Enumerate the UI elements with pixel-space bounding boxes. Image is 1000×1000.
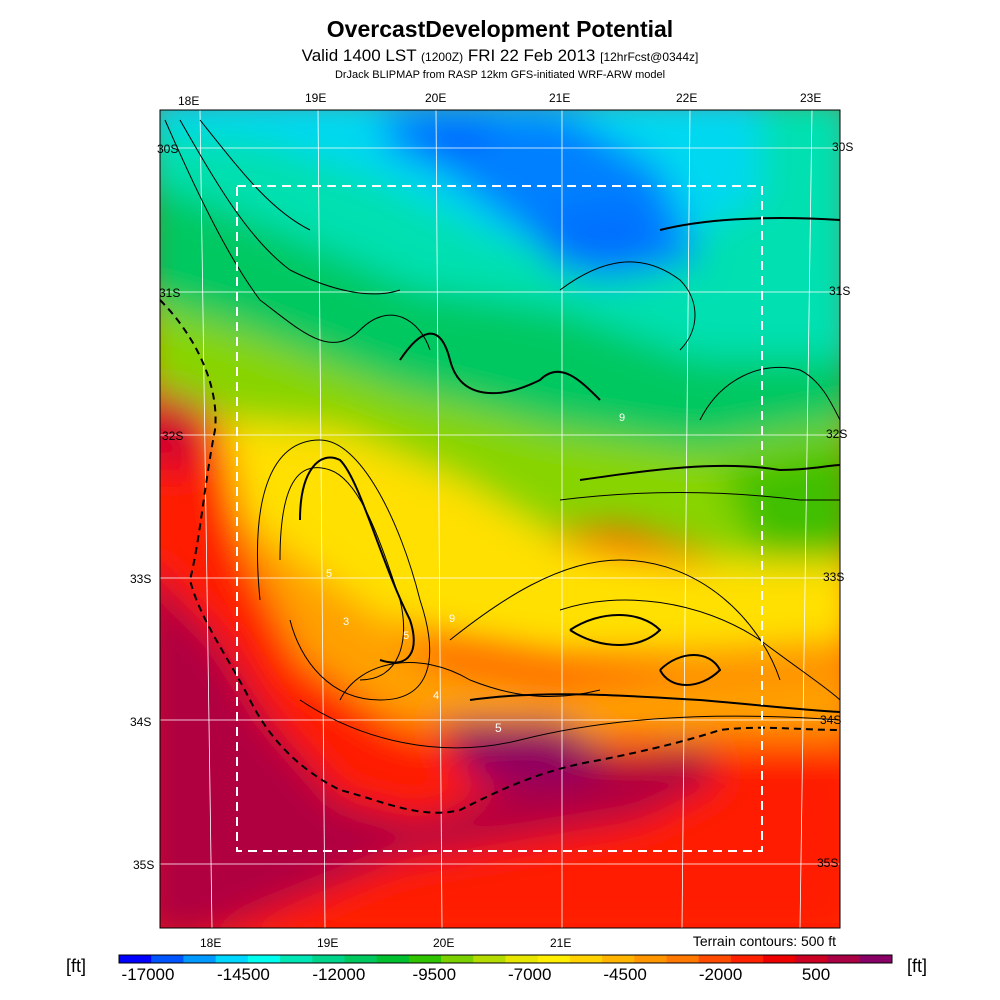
lat-label-right: 31S	[829, 284, 851, 298]
colorbar-swatch	[441, 955, 474, 963]
colorbar-tick-label: 500	[801, 965, 831, 984]
colorbar-tick-label: -9500	[412, 965, 457, 984]
colorbar-tick-label: -17000	[121, 965, 175, 984]
lat-label-left: 34S	[130, 715, 152, 729]
colorbar-swatch	[859, 955, 893, 963]
colorbar-swatch	[344, 955, 378, 963]
grid-lines	[160, 110, 840, 928]
lon-label-top: 18E	[178, 94, 200, 108]
forecast-info: [12hrFcst@0344z]	[600, 50, 699, 64]
colorbar-swatch	[795, 955, 829, 963]
contour-label: 4	[433, 690, 440, 702]
lat-label-right: 34S	[820, 713, 842, 727]
lon-label-top: 21E	[549, 91, 571, 105]
lat-label-left: 30S	[157, 142, 179, 156]
contour-label: 9	[449, 613, 456, 625]
lat-label-right: 32S	[826, 427, 848, 441]
lat-label-left: 35S	[133, 858, 155, 872]
colorbar-frame	[118, 954, 893, 964]
colorbar-swatch	[698, 955, 732, 963]
colorbar-swatch	[119, 955, 152, 963]
colorbar-swatch	[730, 955, 764, 963]
colorbar	[118, 954, 893, 964]
colorbar-swatch	[312, 955, 345, 963]
colorbar-swatch	[666, 955, 700, 963]
colorbar-swatch	[569, 955, 603, 963]
colorbar-unit-right: [ft]	[907, 956, 928, 976]
inner-domain-boundary	[236, 185, 763, 852]
colorbar-swatch	[280, 955, 313, 963]
colorbar-unit-left: [ft]	[66, 956, 87, 976]
colorbar-swatch	[505, 955, 539, 963]
lat-label-left: 31S	[159, 286, 181, 300]
valid-time-zulu: (1200Z)	[421, 50, 464, 64]
contour-label: 5	[326, 568, 333, 580]
colorbar-swatch	[247, 955, 281, 963]
contour-label: 5	[403, 630, 410, 642]
contour-label: 3	[343, 616, 350, 628]
model-description: DrJack BLIPMAP from RASP 12km GFS-initia…	[334, 69, 666, 81]
colorbar-swatch	[183, 955, 217, 963]
colorbar-tick-label: -7000	[507, 965, 552, 984]
colorbar-swatch	[634, 955, 668, 963]
colorbar-swatch	[537, 955, 571, 963]
lon-label-top: 19E	[305, 91, 327, 105]
contour-label: 5	[495, 721, 502, 735]
lon-label-bottom: 20E	[433, 936, 455, 950]
colorbar-swatch	[215, 955, 249, 963]
lon-label-top: 22E	[676, 91, 698, 105]
colorbar-tick-label: -12000	[312, 965, 366, 984]
colorbar-swatch	[473, 955, 506, 963]
lat-label-right: 30S	[832, 140, 854, 154]
lat-label-right: 35S	[817, 856, 839, 870]
colorbar-swatch	[376, 955, 410, 963]
lat-label-right: 33S	[823, 570, 845, 584]
lat-label-left: 33S	[130, 572, 152, 586]
colorbar-tick-label: -4500	[603, 965, 647, 984]
terrain-contour-note: Terrain contours: 500 ft	[692, 933, 836, 949]
lon-label-bottom: 19E	[317, 936, 339, 950]
lon-label-bottom: 21E	[550, 936, 572, 950]
colorbar-tick-label: -14500	[216, 965, 270, 984]
coastline	[159, 299, 841, 814]
colorbar-swatch	[151, 955, 184, 963]
contour-label: 9	[619, 412, 626, 424]
map-frame	[159, 109, 841, 929]
map-title: OvercastDevelopment Potential	[326, 16, 674, 42]
valid-time: Valid 1400 LST (1200Z) FRI 22 Feb 2013 […	[0, 46, 1000, 66]
lat-label-left: 32S	[162, 429, 184, 443]
lon-label-top: 20E	[425, 91, 447, 105]
valid-time-lst: Valid 1400 LST	[301, 46, 417, 65]
lon-label-bottom: 18E	[200, 936, 222, 950]
valid-date: FRI 22 Feb 2013	[467, 46, 596, 65]
colorbar-tick-label: -2000	[698, 965, 743, 984]
colorbar-swatch	[602, 955, 635, 963]
colorbar-swatch	[763, 955, 796, 963]
colorbar-swatch	[408, 955, 442, 963]
color-field	[160, 110, 840, 928]
colorbar-swatch	[827, 955, 861, 963]
lon-label-top: 23E	[800, 91, 822, 105]
